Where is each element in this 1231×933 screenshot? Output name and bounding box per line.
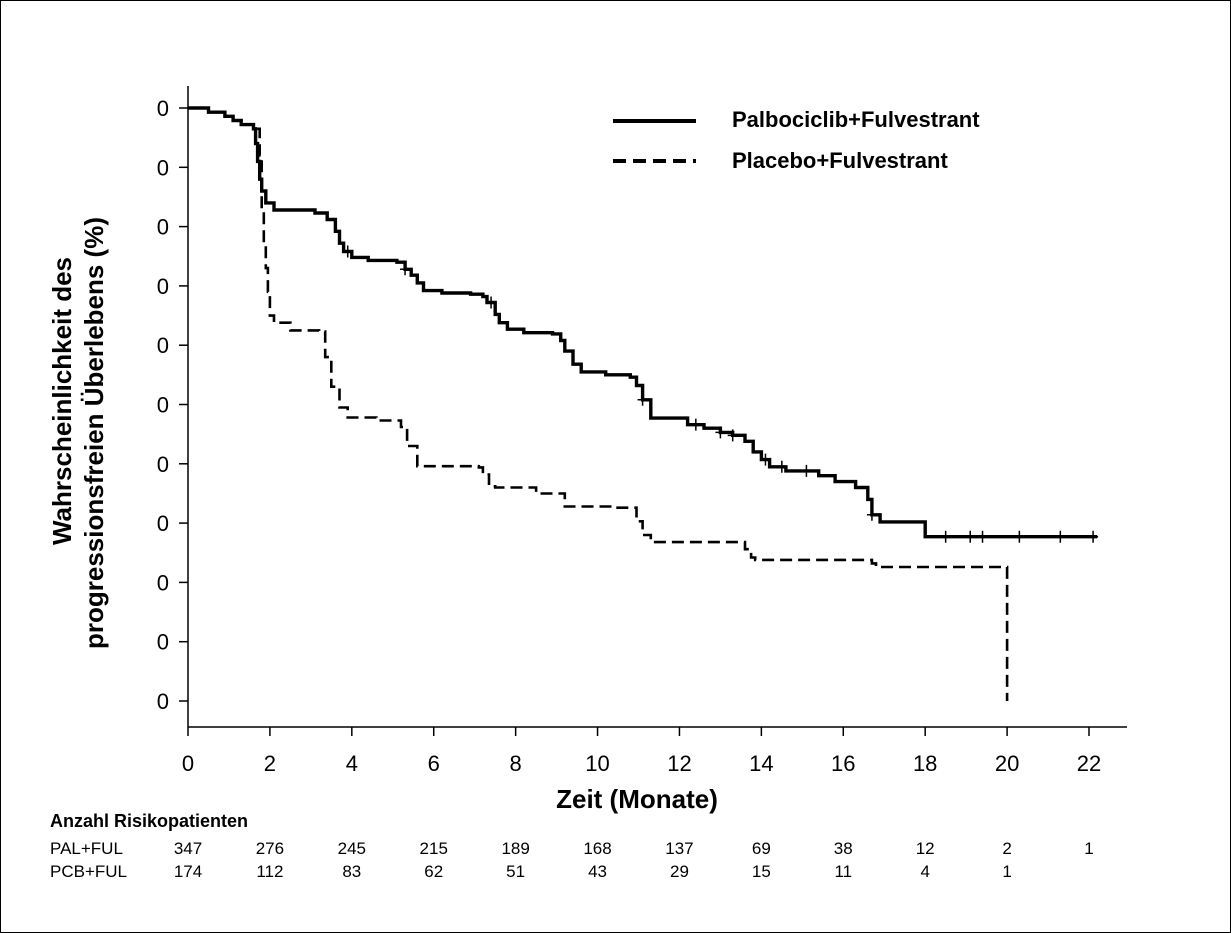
x-tick-label: 16: [831, 751, 855, 776]
y-tick-label: 0: [157, 274, 169, 299]
x-tick-label: 20: [995, 751, 1019, 776]
censor-mark: [760, 453, 771, 466]
y-tick-label: 0: [157, 630, 169, 655]
x-axis-title: Zeit (Monate): [556, 784, 718, 814]
y-ticks: 0 0 0 0 0 0 0 0 0 0 0: [157, 96, 188, 714]
risk-row-label-pal: PAL+FUL: [50, 839, 123, 858]
y-tick-label: 0: [157, 215, 169, 240]
censor-mark: [866, 508, 877, 521]
legend: Palbociclib+Fulvestrant Placebo+Fulvestr…: [613, 107, 980, 173]
y-axis-title: Wahrscheinlichkeit des progressionsfreie…: [47, 217, 109, 649]
censor-mark: [1055, 530, 1066, 543]
y-axis-title-line-1: Wahrscheinlichkeit des: [47, 257, 77, 545]
risk-value: 174: [174, 862, 202, 881]
risk-value: 1: [1002, 862, 1011, 881]
x-tick-label: 0: [182, 751, 194, 776]
curve-palbociclib-fulvestrant: [188, 106, 1098, 539]
x-tick-label: 22: [1077, 751, 1101, 776]
censor-mark: [486, 296, 497, 309]
censor-mark: [342, 245, 353, 258]
risk-value: 43: [588, 862, 607, 881]
censor-mark: [801, 464, 812, 477]
risk-value: 11: [834, 862, 852, 881]
risk-value: 4: [920, 862, 929, 881]
x-ticks: 0 2 4 6 8 10 12 14 16 18 20 22: [182, 727, 1101, 776]
risk-value: 112: [256, 862, 283, 881]
curve-placebo-fulvestrant: [188, 106, 1009, 701]
risk-value: 12: [916, 839, 935, 858]
risk-value: 347: [174, 839, 202, 858]
censor-mark: [776, 460, 787, 473]
x-tick-label: 18: [913, 751, 937, 776]
y-tick-label: 0: [157, 155, 169, 180]
y-tick-label: 0: [157, 452, 169, 477]
risk-value: 15: [752, 862, 771, 881]
risk-value: 38: [834, 839, 853, 858]
y-tick-label: 0: [157, 333, 169, 358]
y-tick-label: 0: [157, 393, 169, 418]
censor-mark: [977, 530, 988, 543]
x-tick-label: 8: [510, 751, 522, 776]
censor-mark: [940, 530, 951, 543]
legend-label-placebo: Placebo+Fulvestrant: [732, 148, 948, 173]
risk-value: 1: [1084, 839, 1093, 858]
risk-value: 168: [583, 839, 611, 858]
censor-mark: [965, 530, 976, 543]
risk-value: 215: [420, 839, 448, 858]
censor-mark: [690, 418, 701, 431]
y-tick-label: 0: [157, 511, 169, 536]
censor-mark: [727, 429, 738, 442]
censor-mark: [1014, 530, 1025, 543]
risk-value: 51: [506, 862, 525, 881]
risk-value: 62: [424, 862, 443, 881]
censor-mark: [1088, 530, 1099, 543]
risk-table: Anzahl Risikopatienten PAL+FUL PCB+FUL 3…: [50, 811, 1094, 881]
y-tick-label: 0: [157, 570, 169, 595]
y-tick-label: 0: [157, 689, 169, 714]
y-axis-title-line-2: progressionsfreien Überlebens (%): [79, 217, 109, 649]
risk-value: 189: [501, 839, 529, 858]
risk-value: 69: [752, 839, 771, 858]
axes: [187, 86, 1127, 728]
x-tick-label: 4: [346, 751, 358, 776]
y-tick-label: 0: [157, 96, 169, 121]
risk-row-label-pcb: PCB+FUL: [50, 862, 127, 881]
x-tick-label: 2: [264, 751, 276, 776]
x-tick-label: 14: [749, 751, 773, 776]
risk-value: 245: [338, 839, 366, 858]
risk-value: 29: [670, 862, 689, 881]
risk-value: 137: [665, 839, 693, 858]
censor-mark: [400, 263, 411, 276]
risk-value: 83: [342, 862, 361, 881]
x-tick-label: 10: [585, 751, 609, 776]
censor-mark: [637, 393, 648, 406]
risk-value: 276: [256, 839, 284, 858]
x-tick-label: 6: [428, 751, 440, 776]
risk-value: 2: [1002, 839, 1011, 858]
legend-label-palbociclib: Palbociclib+Fulvestrant: [732, 107, 980, 132]
risk-table-title: Anzahl Risikopatienten: [50, 811, 248, 831]
censor-mark: [715, 426, 726, 439]
x-tick-label: 12: [667, 751, 691, 776]
curves: [188, 106, 1099, 701]
